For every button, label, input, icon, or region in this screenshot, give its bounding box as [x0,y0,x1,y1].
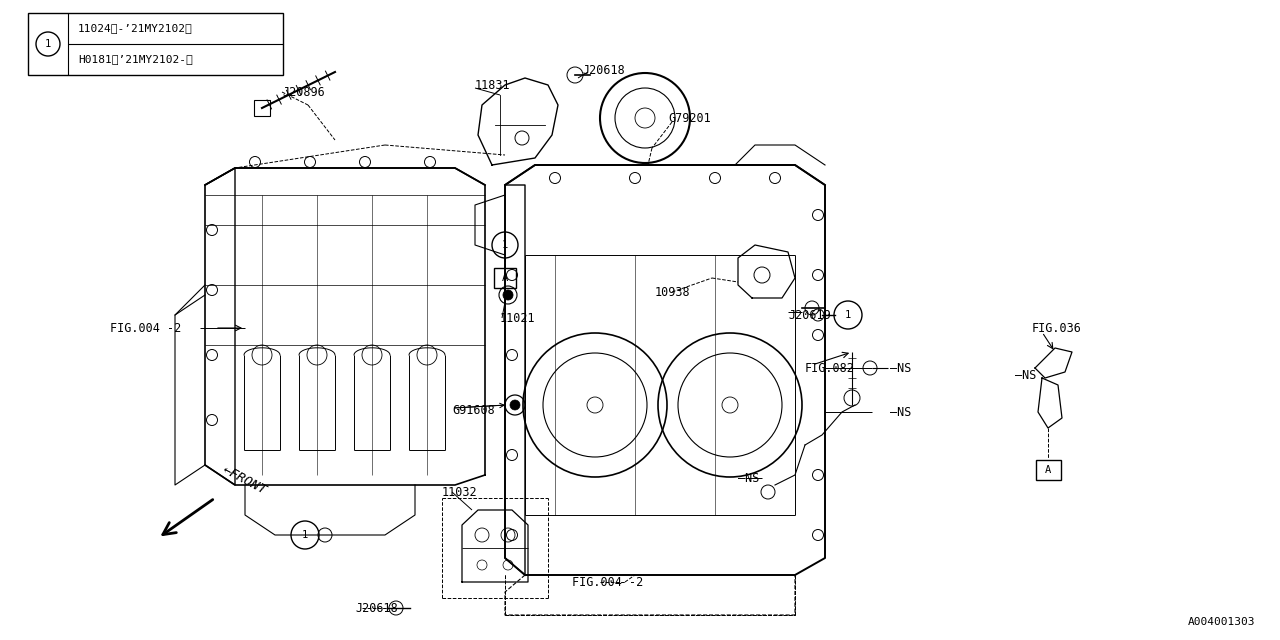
Text: 1: 1 [302,530,308,540]
Text: J20618: J20618 [355,602,398,614]
Bar [1036,460,1061,480]
Text: G79201: G79201 [668,111,710,125]
Text: 11831: 11831 [475,79,511,92]
Text: —NS: —NS [1015,369,1037,381]
Text: FIG.082: FIG.082 [805,362,855,374]
Text: J20896: J20896 [282,86,325,99]
Text: 1: 1 [845,310,851,320]
Text: 10938: 10938 [655,285,691,298]
Bar [28,13,283,75]
Text: A: A [1044,465,1051,475]
Text: FIG.036: FIG.036 [1032,321,1082,335]
Text: FIG.004 -2: FIG.004 -2 [572,575,644,589]
Bar [253,100,270,116]
Text: ←FRONT: ←FRONT [220,463,269,497]
Text: 11032: 11032 [442,486,477,499]
Bar [494,268,516,288]
Text: —NS: —NS [890,406,911,419]
Text: 1: 1 [45,39,51,49]
Text: —NS: —NS [890,362,911,374]
Text: FIG.004 -2: FIG.004 -2 [110,321,182,335]
Text: —NS: —NS [739,472,759,484]
Text: 11024（-’21MY2102）: 11024（-’21MY2102） [78,24,193,33]
Text: J20619: J20619 [788,308,831,321]
Text: 11021: 11021 [500,312,535,324]
Text: A: A [502,273,508,283]
Circle shape [509,400,520,410]
Text: 1: 1 [502,240,508,250]
Text: H0181（’21MY2102-）: H0181（’21MY2102-） [78,54,193,65]
Text: G91608: G91608 [452,403,495,417]
Text: A004001303: A004001303 [1188,617,1254,627]
Circle shape [503,290,513,300]
Text: J20618: J20618 [582,63,625,77]
